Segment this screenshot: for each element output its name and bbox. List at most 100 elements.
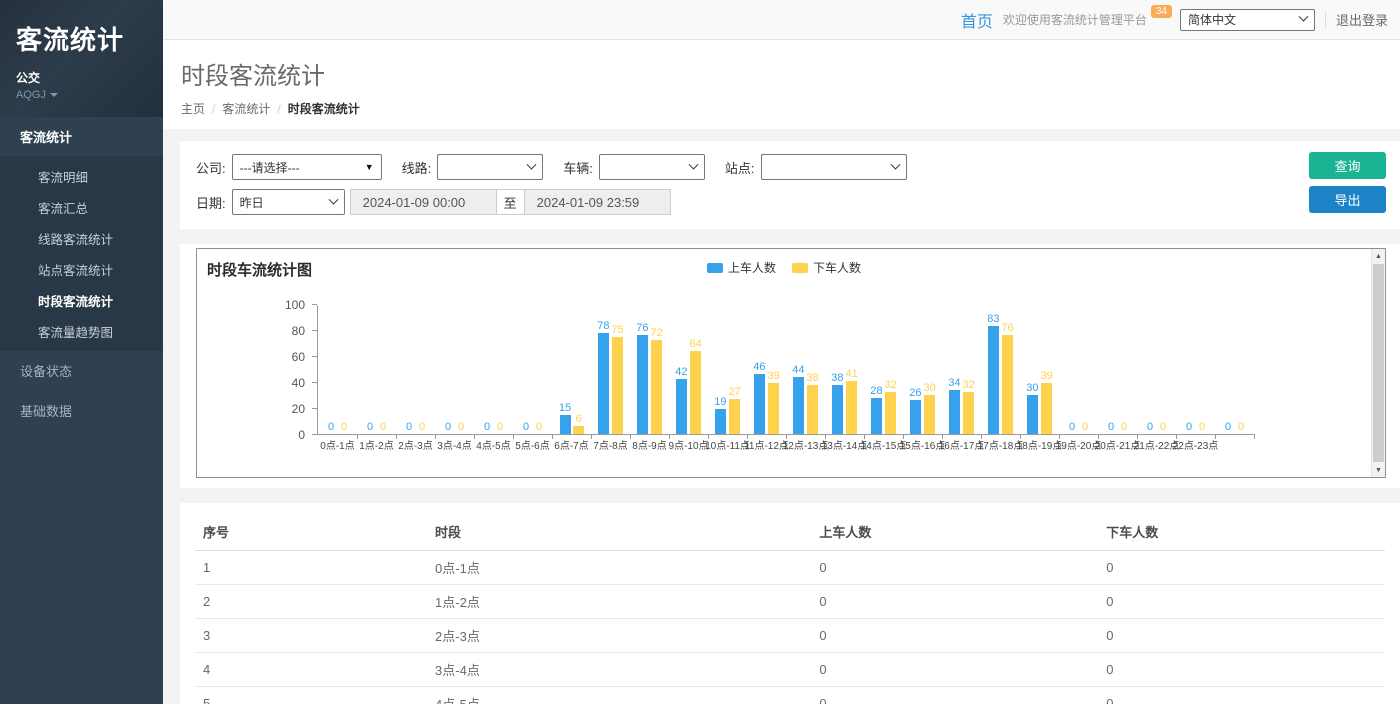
table-head-row: 序号时段上车人数下车人数 — [195, 513, 1385, 551]
table-row: 54点-5点00 — [195, 687, 1385, 704]
bar-value-label: 32 — [963, 379, 975, 391]
bar — [924, 395, 935, 434]
breadcrumb-item[interactable]: 主页 — [181, 102, 205, 116]
scroll-up-icon[interactable]: ▲ — [1372, 249, 1385, 263]
bar-chart: 时段车流统计图 上车人数下车人数 000点-1点001点-2点002点-3点00… — [196, 248, 1386, 478]
sidebar-submenu: 客流明细客流汇总线路客流统计站点客流统计时段客流统计客流量趋势图 — [0, 157, 163, 351]
caret-down-icon — [50, 93, 58, 97]
sidebar-subitem[interactable]: 客流汇总 — [0, 192, 163, 223]
sidebar-subitem[interactable]: 站点客流统计 — [0, 254, 163, 285]
bar-value-label: 41 — [846, 368, 858, 380]
query-button[interactable]: 查询 — [1309, 152, 1386, 179]
bar-value-label: 34 — [948, 377, 960, 389]
sidebar-item-passenger-stats[interactable]: 客流统计 — [0, 117, 163, 157]
bar-group: 0019点-20点 — [1059, 304, 1098, 434]
bar-value-label: 6 — [576, 413, 582, 425]
bar-value-label: 28 — [870, 385, 882, 397]
bar-value-label: 0 — [484, 421, 490, 433]
sidebar-item-base-data[interactable]: 基础数据 — [0, 391, 163, 431]
navbar-divider — [1325, 11, 1326, 29]
y-axis-tick-label: 60 — [197, 350, 305, 364]
bar-value-label: 39 — [1041, 370, 1053, 382]
top-navbar: 首页 欢迎使用客流统计管理平台 34 简体中文 退出登录 — [163, 0, 1400, 40]
page-title: 时段客流统计 — [181, 56, 1400, 91]
vehicle-select[interactable] — [599, 154, 705, 180]
vehicle-label: 车辆: — [563, 158, 593, 177]
x-axis-tick-label: 9点-10点 — [668, 437, 708, 452]
filter-panel: 公司: ---请选择--- ▼ 线路: 车辆: — [180, 141, 1400, 229]
user-dropdown[interactable]: AQGJ — [16, 89, 163, 101]
bar-value-label: 76 — [636, 322, 648, 334]
legend-item[interactable]: 下车人数 — [792, 259, 861, 276]
bar-value-label: 0 — [536, 421, 542, 433]
bar-value-label: 32 — [885, 379, 897, 391]
bar-group: 1566点-7点 — [552, 304, 591, 434]
date-start-input[interactable]: 2024-01-09 00:00 — [350, 189, 497, 215]
bar-value-label: 72 — [651, 327, 663, 339]
x-axis-tick-label: 0点-1点 — [320, 437, 354, 452]
scrollbar-thumb[interactable] — [1373, 264, 1384, 462]
date-end-input[interactable]: 2024-01-09 23:59 — [524, 189, 671, 215]
bar-value-label: 38 — [807, 372, 819, 384]
bar-group: 002点-3点 — [396, 304, 435, 434]
bar-value-label: 0 — [523, 421, 529, 433]
bar — [637, 335, 648, 434]
bar — [871, 398, 882, 434]
bar-value-label: 0 — [419, 421, 425, 433]
x-axis-tick-label: 1点-2点 — [359, 437, 393, 452]
home-link[interactable]: 首页 — [961, 8, 993, 32]
bar — [846, 381, 857, 434]
chevron-down-icon — [688, 159, 698, 169]
bar-value-label: 0 — [1082, 421, 1088, 433]
line-select[interactable] — [437, 154, 543, 180]
bar-value-label: 0 — [1121, 421, 1127, 433]
export-button[interactable]: 导出 — [1309, 186, 1386, 213]
page-header: 时段客流统计 主页/客流统计/时段客流统计 — [163, 40, 1400, 129]
sidebar-subitem[interactable]: 客流量趋势图 — [0, 316, 163, 347]
bar-value-label: 0 — [497, 421, 503, 433]
chart-scrollbar[interactable]: ▲ ▼ — [1371, 249, 1385, 477]
bar-group: 263015点-16点 — [903, 304, 942, 434]
sidebar-item-device-status[interactable]: 设备状态 — [0, 351, 163, 391]
x-axis-tick-label: 6点-7点 — [554, 437, 588, 452]
chevron-down-icon — [328, 194, 338, 204]
legend-item[interactable]: 上车人数 — [707, 259, 776, 276]
station-select[interactable] — [761, 154, 907, 180]
sidebar-subitem[interactable]: 线路客流统计 — [0, 223, 163, 254]
breadcrumb-item[interactable]: 客流统计 — [222, 102, 270, 116]
bar-group: 004点-5点 — [474, 304, 513, 434]
bar-group: 005点-6点 — [513, 304, 552, 434]
bar-value-label: 83 — [987, 313, 999, 325]
y-axis-tick-label: 0 — [197, 428, 305, 442]
bar-value-label: 78 — [597, 320, 609, 332]
legend-swatch-icon — [707, 263, 723, 273]
y-axis-tick-label: 80 — [197, 324, 305, 338]
legend-swatch-icon — [792, 263, 808, 273]
bar — [988, 326, 999, 434]
table-column-header: 序号 — [195, 513, 427, 551]
bar — [690, 351, 701, 434]
company-select[interactable]: ---请选择--- ▼ — [232, 154, 382, 180]
logout-link[interactable]: 退出登录 — [1336, 10, 1388, 29]
date-label: 日期: — [196, 193, 226, 212]
bar-group: 003点-4点 — [435, 304, 474, 434]
sidebar-subitem[interactable]: 客流明细 — [0, 161, 163, 192]
bar-group: 343216点-17点 — [942, 304, 981, 434]
bar-group: 0021点-22点 — [1137, 304, 1176, 434]
notification-badge[interactable]: 34 — [1151, 5, 1172, 18]
sidebar-nav: 客流统计 客流明细客流汇总线路客流统计站点客流统计时段客流统计客流量趋势图 设备… — [0, 117, 163, 431]
bar-value-label: 0 — [458, 421, 464, 433]
scroll-down-icon[interactable]: ▼ — [1372, 463, 1385, 477]
table-column-header: 时段 — [427, 513, 811, 551]
welcome-text: 欢迎使用客流统计管理平台 — [1003, 11, 1147, 28]
language-select[interactable]: 简体中文 — [1180, 9, 1315, 31]
table-row: 32点-3点00 — [195, 619, 1385, 653]
date-preset-select[interactable]: 昨日 — [232, 189, 345, 215]
bar-value-label: 0 — [1186, 421, 1192, 433]
bar-value-label: 0 — [341, 421, 347, 433]
sidebar-subitem[interactable]: 时段客流统计 — [0, 285, 163, 316]
x-axis-tick-label: 5点-6点 — [515, 437, 549, 452]
bar-value-label: 15 — [559, 402, 571, 414]
bar-group: 001点-2点 — [357, 304, 396, 434]
org-name: 公交 — [16, 69, 163, 86]
